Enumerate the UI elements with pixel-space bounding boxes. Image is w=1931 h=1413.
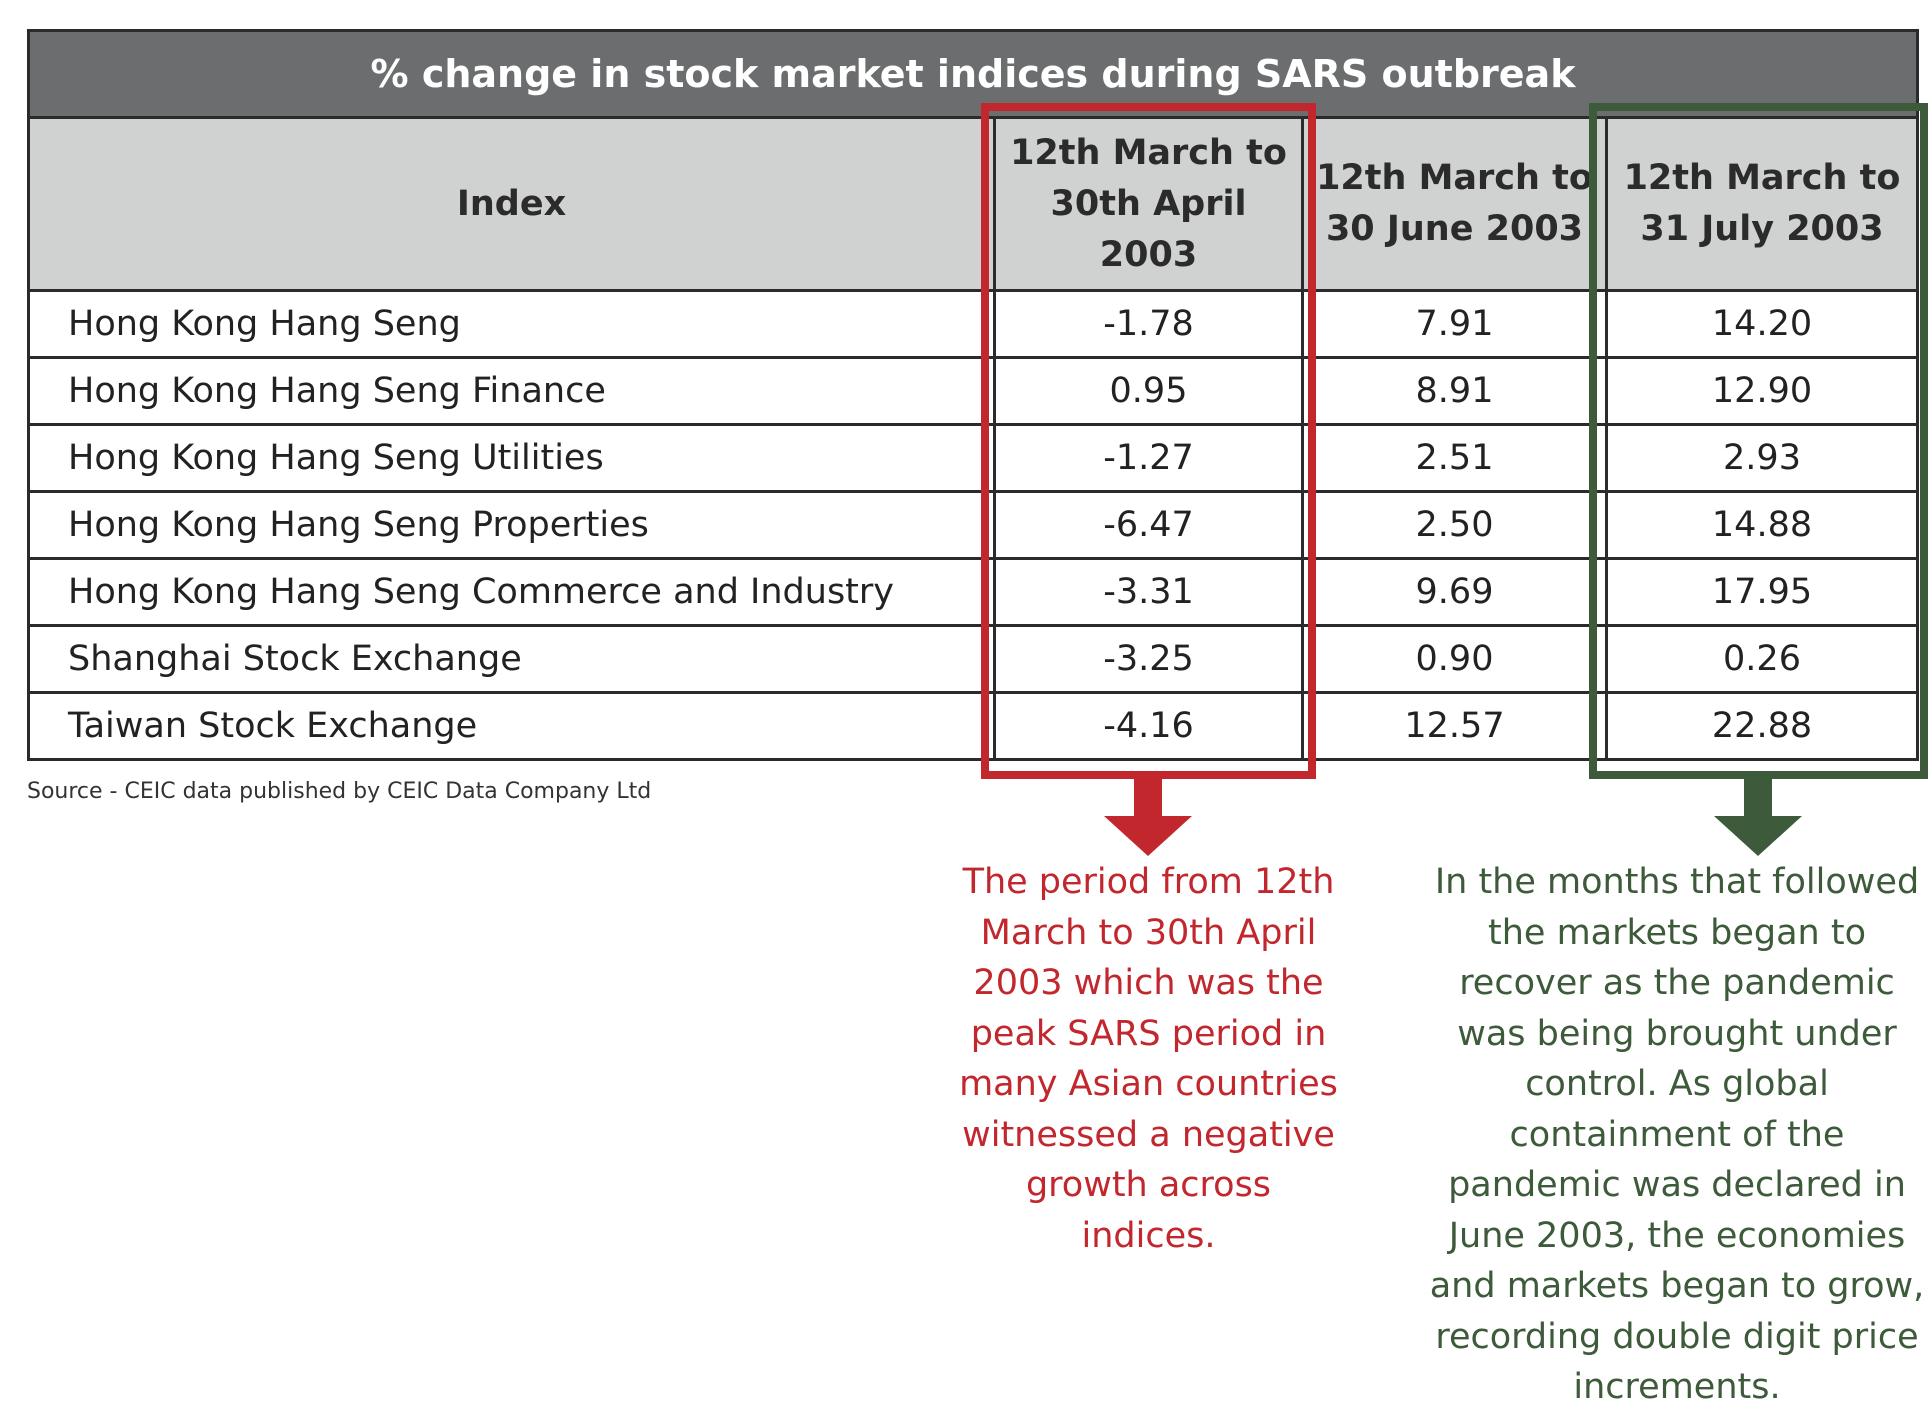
table-row: Shanghai Stock Exchange -3.25 0.90 0.26 xyxy=(27,624,1920,694)
table-row: Hong Kong Hang Seng Properties -6.47 2.50 1… xyxy=(27,490,1920,560)
value-cell-period-1: -1.78 xyxy=(993,289,1304,359)
value-cell-period-2: 9.69 xyxy=(1301,557,1608,627)
value-cell-period-3: 12.90 xyxy=(1604,356,1920,426)
index-name-cell: Hong Kong Hang Seng Finance xyxy=(27,356,996,426)
green-down-arrow-icon xyxy=(1714,779,1802,856)
value-cell-period-1: -3.31 xyxy=(993,557,1304,627)
table-row: Taiwan Stock Exchange -4.16 12.57 22.88 xyxy=(27,691,1920,761)
index-name-cell: Taiwan Stock Exchange xyxy=(27,691,996,761)
red-annotation: The period from 12th March to 30th April… xyxy=(959,862,1338,1256)
value-cell-period-2: 8.91 xyxy=(1301,356,1608,426)
value-cell-period-1: -6.47 xyxy=(993,490,1304,560)
highlight-box-period-1 xyxy=(981,103,1316,779)
red-arrow-shape xyxy=(1104,779,1192,856)
index-name-cell: Shanghai Stock Exchange xyxy=(27,624,996,694)
table-row: Hong Kong Hang Seng Commerce and Industr… xyxy=(27,557,1920,627)
index-name-cell: Hong Kong Hang Seng xyxy=(27,289,996,359)
index-name-cell: Hong Kong Hang Seng Commerce and Industr… xyxy=(27,557,996,627)
value-cell-period-1: -4.16 xyxy=(993,691,1304,761)
value-cell-period-1: 0.95 xyxy=(993,356,1304,426)
index-name-cell: Hong Kong Hang Seng Utilities xyxy=(27,423,996,493)
value-cell-period-2: 0.90 xyxy=(1301,624,1608,694)
green-arrow-shape xyxy=(1714,779,1802,856)
value-cell-period-1: -1.27 xyxy=(993,423,1304,493)
column-header-index: Index xyxy=(27,116,996,292)
stock-index-table: % change in stock market indices during … xyxy=(26,29,1920,761)
value-cell-period-3: 2.93 xyxy=(1604,423,1920,493)
value-cell-period-1: -3.25 xyxy=(993,624,1304,694)
green-annotation: In the months that followed the markets … xyxy=(1429,862,1925,1407)
table-row: Hong Kong Hang Seng -1.78 7.91 14.20 xyxy=(27,289,1920,359)
value-cell-period-3: 14.20 xyxy=(1604,289,1920,359)
column-header-period-3: 12th March to 31 July 2003 xyxy=(1604,116,1920,292)
value-cell-period-3: 17.95 xyxy=(1604,557,1920,627)
table-body: Hong Kong Hang Seng -1.78 7.91 14.20 Hong Ko… xyxy=(27,289,1920,761)
value-cell-period-3: 14.88 xyxy=(1604,490,1920,560)
highlight-box-period-3 xyxy=(1589,103,1928,779)
value-cell-period-2: 2.51 xyxy=(1301,423,1608,493)
index-name-cell: Hong Kong Hang Seng Properties xyxy=(27,490,996,560)
value-cell-period-3: 22.88 xyxy=(1604,691,1920,761)
value-cell-period-2: 7.91 xyxy=(1301,289,1608,359)
table-row: Hong Kong Hang Seng Utilities -1.27 2.51 2.… xyxy=(27,423,1920,493)
red-down-arrow-icon xyxy=(1104,779,1192,856)
column-header-period-1: 12th March to 30th April 2003 xyxy=(993,116,1304,292)
value-cell-period-3: 0.26 xyxy=(1604,624,1920,694)
source-note: Source - CEIC data published by CEIC Dat… xyxy=(27,779,652,804)
table-row: Hong Kong Hang Seng Finance 0.95 8.91 12.90 xyxy=(27,356,1920,426)
value-cell-period-2: 12.57 xyxy=(1301,691,1608,761)
column-header-period-2: 12th March to 30 June 2003 xyxy=(1301,116,1608,292)
table-title: % change in stock market indices during … xyxy=(26,29,1920,119)
value-cell-period-2: 2.50 xyxy=(1301,490,1608,560)
